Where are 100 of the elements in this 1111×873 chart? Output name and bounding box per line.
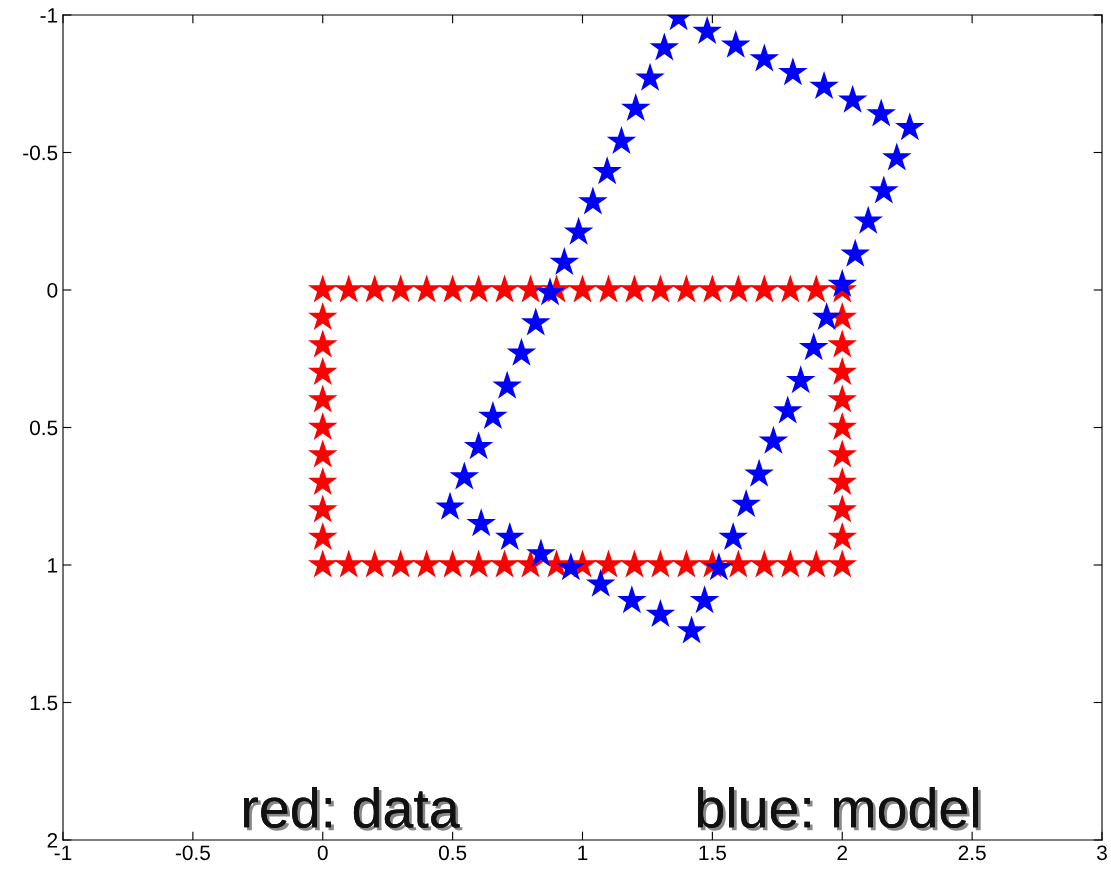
point — [827, 494, 858, 523]
point — [720, 29, 751, 58]
point — [333, 549, 364, 578]
point — [758, 425, 789, 454]
point — [827, 384, 858, 413]
point — [775, 549, 806, 578]
point — [307, 384, 338, 413]
point — [307, 439, 338, 468]
point — [556, 552, 586, 581]
point — [520, 307, 551, 336]
point — [437, 274, 468, 303]
point — [563, 216, 594, 245]
point — [723, 549, 754, 578]
point — [689, 585, 720, 614]
point — [619, 274, 650, 303]
point — [785, 365, 816, 394]
point — [671, 549, 702, 578]
point — [798, 332, 829, 361]
x-tick-label: 0.5 — [438, 845, 467, 861]
point — [526, 538, 556, 567]
point — [676, 615, 707, 644]
point — [567, 274, 598, 303]
point — [749, 43, 780, 72]
point — [671, 274, 702, 303]
point — [649, 32, 680, 61]
point — [593, 274, 624, 303]
point — [463, 431, 494, 460]
point — [307, 356, 338, 386]
point — [307, 494, 338, 523]
x-tick-label: 0 — [317, 845, 328, 861]
point — [895, 112, 925, 141]
y-tick-label: 0.5 — [29, 420, 58, 436]
point — [619, 549, 650, 578]
point — [809, 70, 839, 100]
point — [359, 549, 390, 578]
point — [827, 356, 858, 386]
point — [578, 186, 608, 215]
point — [592, 156, 622, 185]
point — [731, 488, 761, 518]
point — [489, 274, 520, 303]
point — [645, 549, 676, 578]
y-tick-label: 1.5 — [30, 695, 58, 711]
point — [307, 549, 338, 578]
point — [307, 329, 338, 358]
point — [827, 329, 858, 358]
point — [827, 439, 858, 468]
point — [620, 92, 651, 122]
point — [549, 246, 580, 276]
point — [385, 274, 416, 303]
point — [606, 125, 637, 155]
point — [617, 585, 647, 614]
point — [801, 549, 832, 578]
point — [778, 57, 808, 86]
y-tick-label: 0 — [47, 283, 58, 298]
point — [492, 370, 522, 399]
x-tick-label: 3 — [1097, 845, 1107, 861]
point — [801, 274, 832, 303]
point — [704, 552, 734, 581]
point — [827, 549, 858, 578]
point — [307, 301, 338, 331]
point — [535, 277, 565, 306]
point — [645, 598, 676, 628]
point — [307, 466, 338, 496]
point — [645, 274, 676, 303]
point — [749, 274, 780, 303]
point — [749, 549, 780, 578]
point — [495, 521, 525, 551]
point — [692, 15, 722, 45]
y-tick-label: -0.5 — [23, 145, 58, 161]
point — [411, 549, 442, 578]
point — [463, 549, 494, 578]
point — [811, 301, 842, 331]
point — [869, 175, 899, 204]
y-tick-label: -1 — [40, 8, 58, 23]
point — [449, 461, 480, 490]
point — [853, 205, 883, 234]
y-tick-label: 1 — [48, 558, 58, 573]
point — [506, 337, 537, 366]
point — [466, 508, 496, 537]
point — [635, 62, 665, 91]
point — [307, 274, 338, 303]
point — [359, 274, 390, 303]
point — [840, 238, 871, 267]
point — [385, 549, 416, 578]
point — [723, 274, 754, 303]
point — [333, 274, 364, 303]
point — [593, 549, 624, 578]
point — [411, 274, 442, 303]
point — [866, 98, 896, 127]
point — [489, 549, 520, 578]
point — [827, 411, 858, 441]
annotation: red: data — [244, 787, 463, 831]
point — [463, 274, 494, 303]
x-tick-label: 1.5 — [699, 845, 726, 861]
point — [435, 491, 465, 520]
point — [827, 268, 858, 298]
point — [772, 395, 803, 424]
point — [827, 521, 858, 551]
point — [775, 274, 806, 303]
x-tick-label: -0.5 — [175, 845, 210, 861]
